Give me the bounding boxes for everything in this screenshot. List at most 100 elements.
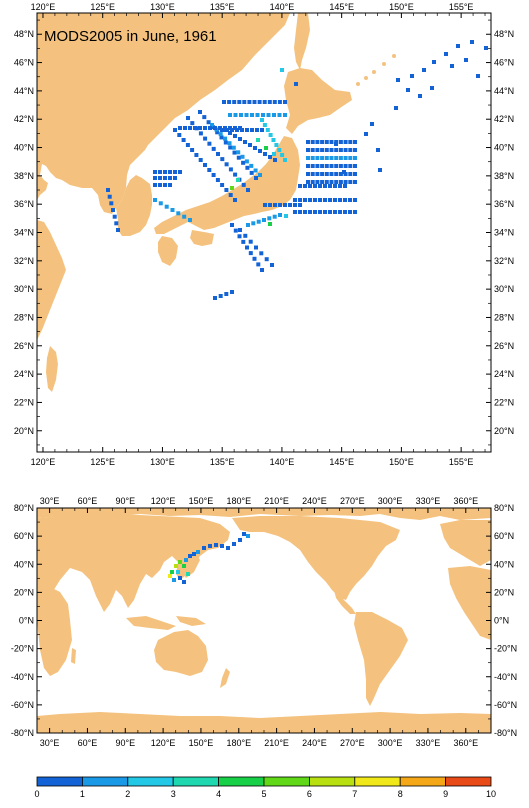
observation-cell [283,100,287,104]
observation-cell [107,194,112,199]
observation-cell [224,188,229,192]
observation-cell [324,148,329,152]
colorbar-label: 3 [171,789,176,799]
central-america [334,590,356,614]
asia-mainland [37,13,290,214]
observation-cell [236,178,240,182]
colorbar-label: 8 [398,789,403,799]
observation-cell [243,233,248,238]
lon-tick-label-bottom: 155°E [449,457,474,467]
observation-cell [264,146,268,150]
lat-tick-label-right: -60°N [494,700,517,710]
observation-cell [230,128,234,132]
top-map-panel: 120°E 120°E 125°E 125°E 130°E 130°E 135°E 135°E… [14,2,514,467]
lat-tick-label-left: 20°N [14,587,34,597]
observation-cell [215,178,220,182]
observation-cell [176,211,181,216]
lat-tick-label-right: 34°N [494,228,514,238]
observation-cell [206,120,211,125]
observation-cell [313,184,317,188]
observation-cell [228,113,232,117]
observation-cell [244,159,249,164]
observation-cell [251,221,256,226]
antarctica-continent [37,712,491,733]
observation-cell [202,115,207,120]
observation-cell [233,172,238,177]
observation-cell [182,214,187,219]
lat-tick-label-left: 30°N [14,284,34,294]
observation-cell [353,164,357,168]
observation-cell [253,146,257,150]
kuril-island [364,76,368,80]
observation-cell [262,100,267,104]
observation-cell [220,157,225,162]
lat-tick-label-left: 44°N [14,86,34,96]
lat-tick-label-left: 0°N [19,616,34,626]
lon-tick-label-top: 120°E [151,496,176,506]
observation-cell [210,123,214,127]
colorbar-label: 9 [443,789,448,799]
lat-tick-label-right: 40°N [494,143,514,153]
kuril-island [392,54,396,58]
lat-tick-label-right: 24°N [494,369,514,379]
colorbar-swatch [263,776,310,787]
observation-cell [258,149,262,153]
lon-tick-label-top: 30°E [40,496,60,506]
observation-cell [153,198,157,202]
lon-tick-label-bottom: 180°E [226,738,251,748]
observation-cell [241,239,246,244]
lat-tick-label-left: 40°N [14,143,34,153]
lat-tick-label-right: 20°N [494,426,514,436]
observation-cell [246,188,250,192]
observation-cell [343,198,347,202]
observation-cell [254,245,258,250]
observation-cell [353,172,357,176]
observation-cell [158,183,162,187]
observation-cell [271,138,276,142]
observation-cell [310,172,315,176]
observation-cell [306,172,310,176]
observation-cell [188,218,192,222]
observation-cell [333,198,337,202]
bottom-map-observations [168,532,250,584]
observation-cell [228,193,233,197]
observation-cell [329,148,334,152]
observation-cell [172,578,176,582]
observation-cell [267,216,272,221]
lon-tick-label-top: 360°E [453,496,478,506]
observation-cell [329,172,334,176]
observation-cell [343,140,348,144]
observation-cell [192,552,196,556]
observation-cell [256,262,261,267]
lon-tick-label-bottom: 150°E [189,738,214,748]
lon-tick-label-bottom: 90°E [115,738,135,748]
africa-west [448,566,491,640]
lat-tick-label-left: 34°N [14,228,34,238]
observation-cell [230,186,234,190]
observation-cell [250,128,254,132]
observation-cell [343,148,348,152]
observation-cell [324,172,329,176]
observation-cell [410,74,414,78]
observation-cell [233,134,237,138]
observation-cell [223,136,228,141]
observation-cell [168,183,172,187]
observation-cell [258,173,262,177]
observation-cell [324,164,329,168]
observation-cell [303,198,307,202]
observation-cell [306,140,310,144]
observation-cell [343,210,347,214]
observation-cell [220,128,224,132]
observation-cell [226,546,230,550]
observation-cell [178,170,182,174]
colorbar-swatch [36,776,83,787]
observation-cell [334,156,339,160]
observation-cell [238,538,242,542]
lon-tick-label-top: 140°E [270,2,295,12]
observation-cell [203,163,207,167]
lat-tick-label-right: -40°N [494,672,517,682]
observation-cell [203,126,207,130]
observation-cell [228,167,233,172]
observation-cell [248,239,253,244]
observation-cell [263,203,267,207]
